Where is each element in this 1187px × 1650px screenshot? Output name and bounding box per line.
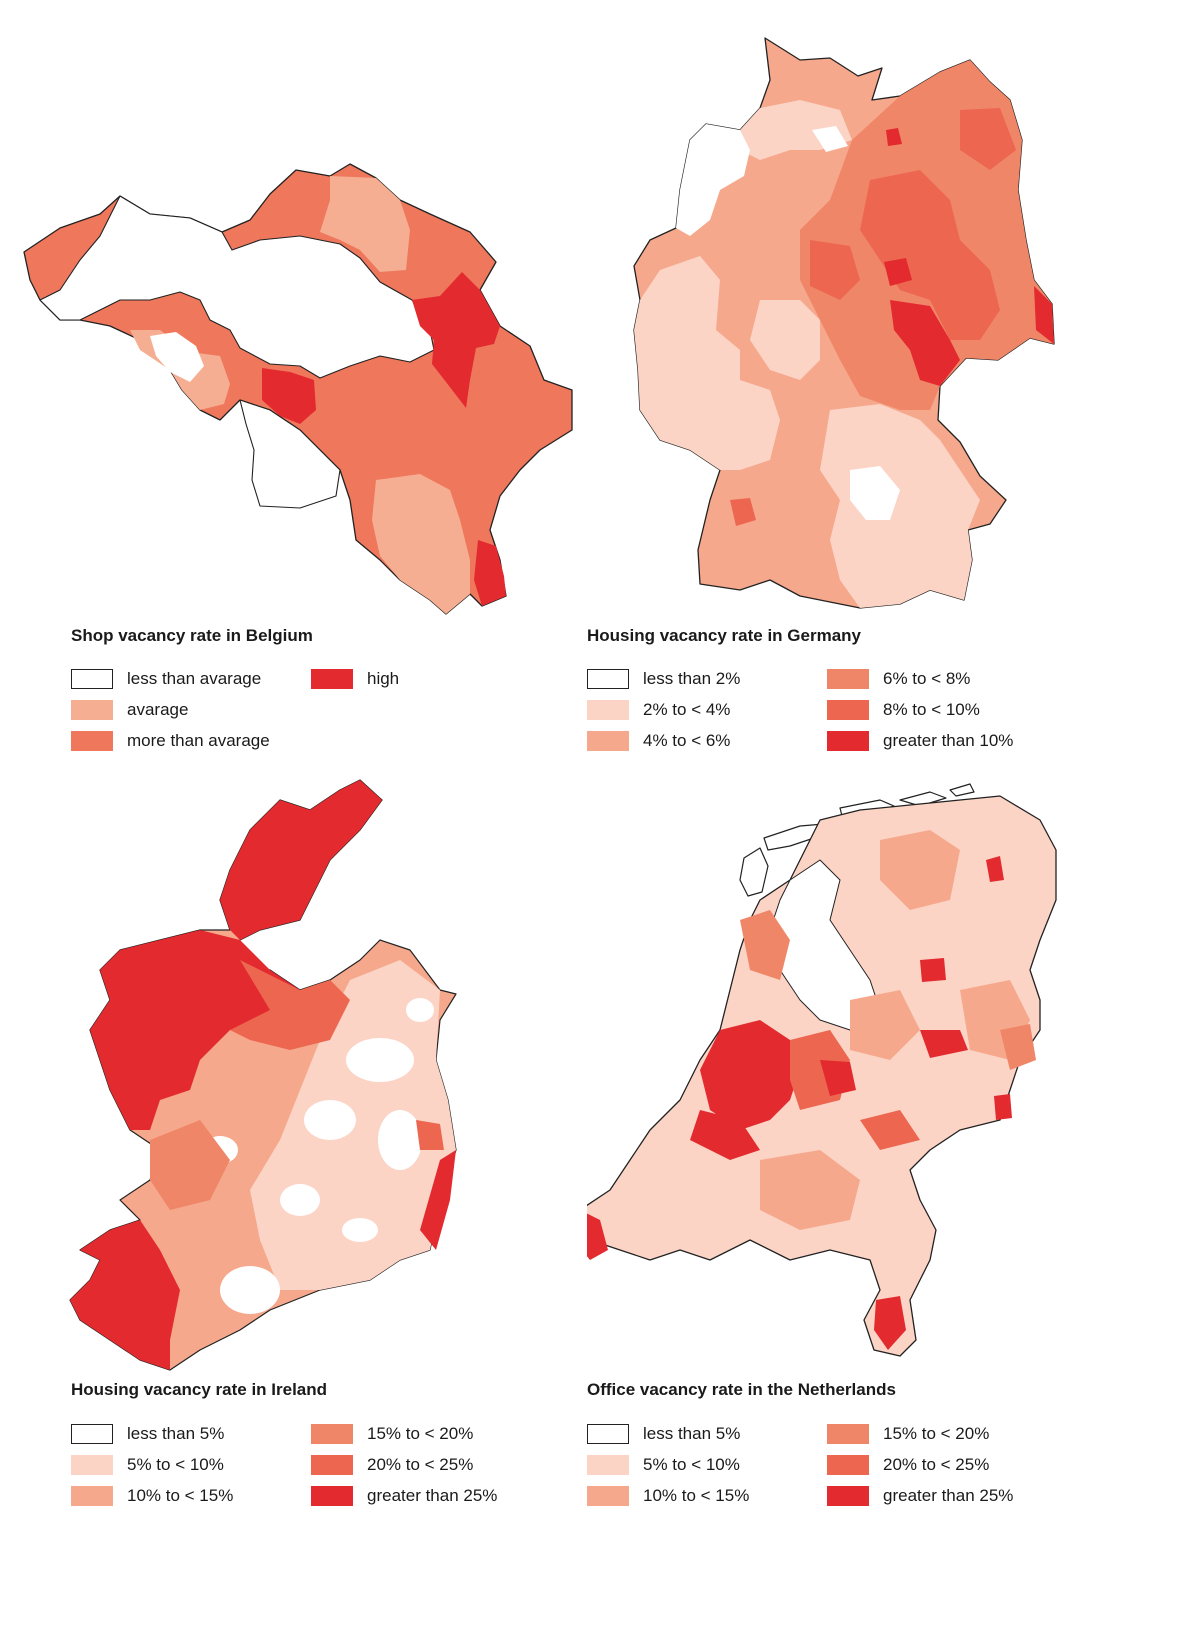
legend-swatch: [311, 1455, 353, 1475]
region-above25-east: [994, 1094, 1012, 1120]
region-above25-southwest: [70, 1220, 180, 1370]
region-below2-2: [812, 126, 848, 152]
legend-swatch: [827, 1486, 869, 1506]
region-above25-donegal: [220, 780, 382, 940]
netherlands-map: [587, 783, 1057, 1357]
region-10to15-north: [880, 830, 960, 910]
legend-swatch: [311, 669, 353, 689]
region-8to10-3: [810, 240, 860, 300]
legend-swatch: [827, 700, 869, 720]
germany-legend-item: 8% to < 10%: [827, 700, 980, 720]
legend-swatch: [587, 1486, 629, 1506]
region-8to10-1: [860, 170, 1000, 340]
region-above25-arnhem: [920, 1030, 968, 1058]
legend-swatch: [587, 731, 629, 751]
region-above25-limburg: [874, 1296, 906, 1350]
ireland-legend-item: 10% to < 15%: [71, 1486, 233, 1506]
region-below2-1: [676, 124, 750, 236]
region-average-1: [320, 176, 410, 272]
region-above25-rotterdam: [690, 1110, 760, 1160]
region-above25-zeeland: [587, 1213, 608, 1260]
germany-legend-item: 4% to < 6%: [587, 731, 730, 751]
region-20to25-southcenter: [860, 1110, 920, 1150]
region-2to4-central: [750, 300, 820, 380]
germany-map: [633, 37, 1055, 609]
region-high-3: [474, 540, 506, 606]
germany-legend-item: greater than 10%: [827, 731, 1013, 751]
ireland-map: [69, 779, 457, 1371]
belgium-map: [23, 163, 573, 615]
legend-swatch: [587, 700, 629, 720]
region-above25-randstad: [700, 1020, 800, 1130]
netherlands-legend-item: 10% to < 15%: [587, 1486, 749, 1506]
region-8to10-2: [960, 108, 1016, 170]
region-10to15-center: [850, 990, 920, 1060]
ireland-legend-item: 20% to < 25%: [311, 1455, 473, 1475]
legend-swatch: [587, 1424, 629, 1444]
region-below5-patches: [202, 998, 434, 1314]
legend-swatch: [827, 1424, 869, 1444]
region-below-average-1: [39, 195, 435, 379]
region-20to25-north: [230, 960, 350, 1050]
region-above25-west: [90, 930, 300, 1130]
netherlands-legend-item: 15% to < 20%: [827, 1424, 989, 1444]
ireland-legend-item: less than 5%: [71, 1424, 224, 1444]
region-above10-3: [884, 258, 912, 286]
region-2to4-west: [634, 256, 780, 470]
belgium-legend-item: high: [311, 669, 399, 689]
germany-legend-item: 6% to < 8%: [827, 669, 970, 689]
region-high-2: [262, 368, 316, 424]
region-15to20-east: [1000, 1024, 1036, 1070]
region-below2-3: [850, 466, 900, 520]
region-above10-4: [886, 128, 902, 146]
region-below-average-3: [150, 332, 204, 382]
region-15to20-mid: [150, 1120, 230, 1210]
belgium-title: Shop vacancy rate in Belgium: [71, 626, 313, 645]
region-above10-1: [890, 300, 960, 386]
legend-swatch: [587, 1455, 629, 1475]
legend-swatch: [827, 669, 869, 689]
region-high-1: [412, 272, 500, 408]
netherlands-legend-item: 20% to < 25%: [827, 1455, 989, 1475]
germany-legend-item: less than 2%: [587, 669, 740, 689]
belgium-legend-item: less than avarage: [71, 669, 261, 689]
germany-title: Housing vacancy rate in Germany: [587, 626, 861, 645]
ireland-title: Housing vacancy rate in Ireland: [71, 1380, 328, 1399]
netherlands-legend-item: less than 5%: [587, 1424, 740, 1444]
region-above25-utrecht: [820, 1060, 856, 1096]
ireland-legend-item: greater than 25%: [311, 1486, 497, 1506]
region-below-average-2: [239, 399, 341, 509]
legend-swatch: [71, 1455, 113, 1475]
legend-swatch: [827, 731, 869, 751]
region-average-3: [372, 474, 470, 614]
netherlands-legend-item: 5% to < 10%: [587, 1455, 740, 1475]
region-6to8-sw: [730, 498, 756, 526]
belgium-legend-item: avarage: [71, 700, 188, 720]
region-above25-north: [986, 856, 1004, 882]
region-2to4-south: [820, 404, 980, 608]
legend-swatch: [827, 1455, 869, 1475]
legend-swatch: [71, 1486, 113, 1506]
legend-swatch: [71, 669, 113, 689]
legend-swatch: [311, 1486, 353, 1506]
ireland-legend-item: 15% to < 20%: [311, 1424, 473, 1444]
legend-swatch: [311, 1424, 353, 1444]
region-20to25-east: [416, 1120, 444, 1150]
legend-swatch: [587, 669, 629, 689]
legend-swatch: [71, 1424, 113, 1444]
netherlands-legend-item: greater than 25%: [827, 1486, 1013, 1506]
legend-swatch: [71, 700, 113, 720]
region-above25-east-coast: [420, 1150, 456, 1250]
region-15to20-westcoast: [740, 910, 790, 980]
ireland-legend-item: 5% to < 10%: [71, 1455, 224, 1475]
region-above10-2: [1034, 286, 1054, 344]
region-above25-center: [920, 958, 946, 982]
netherlands-title: Office vacancy rate in the Netherlands: [587, 1380, 896, 1399]
region-10to15-south: [760, 1150, 860, 1230]
germany-legend-item: 2% to < 4%: [587, 700, 730, 720]
belgium-legend-item: more than avarage: [71, 731, 270, 751]
legend-swatch: [71, 731, 113, 751]
